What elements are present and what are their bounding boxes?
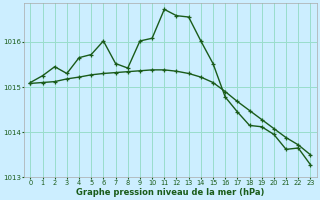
X-axis label: Graphe pression niveau de la mer (hPa): Graphe pression niveau de la mer (hPa) <box>76 188 265 197</box>
